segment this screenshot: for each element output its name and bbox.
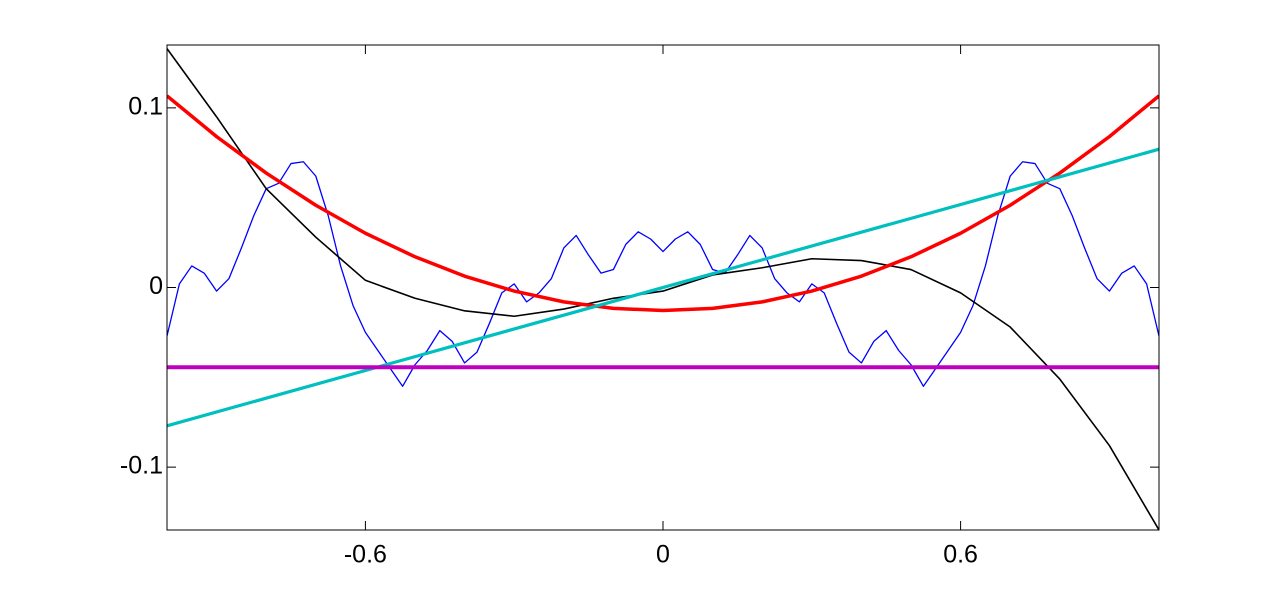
data-line <box>167 94 1159 313</box>
plot-lines <box>167 48 1159 530</box>
x-tick-label: -0.6 <box>344 541 387 569</box>
y-tick-label: -0.1 <box>120 452 163 480</box>
data-line <box>167 161 1159 387</box>
x-tick-label: 0.6 <box>943 541 978 569</box>
data-line <box>167 48 1159 530</box>
y-tick-label: 0 <box>149 272 163 300</box>
y-tick-label: 0.1 <box>128 92 163 120</box>
x-tick-label: 0 <box>656 541 670 569</box>
data-line <box>167 147 1159 428</box>
